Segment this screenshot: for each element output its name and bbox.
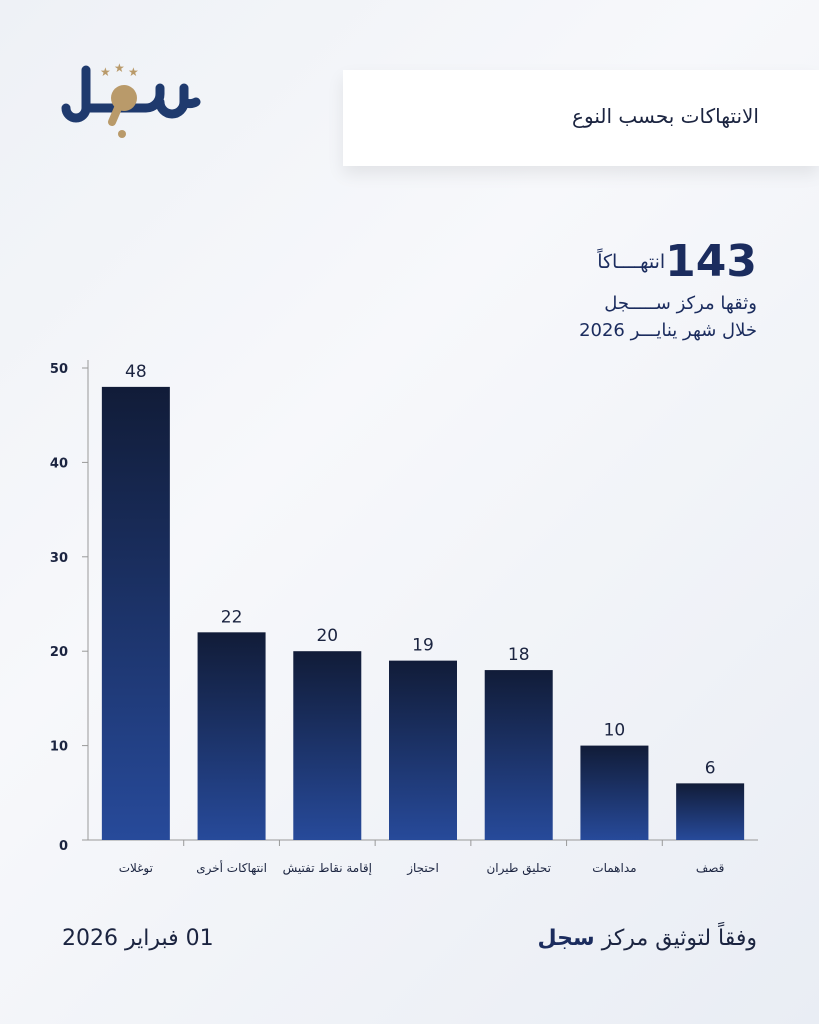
data-label: 6: [705, 758, 716, 778]
svg-text:★: ★: [114, 62, 125, 75]
bar: [484, 670, 553, 840]
data-label: 22: [221, 607, 243, 627]
svg-text:★: ★: [100, 65, 111, 79]
bar: [676, 783, 745, 840]
data-label: 19: [412, 636, 434, 656]
data-label: 10: [604, 721, 626, 741]
y-tick-label: 50: [50, 362, 68, 377]
y-tick-label: 10: [50, 740, 68, 755]
report-date: 01 فبراير 2026: [62, 926, 214, 951]
source-prefix: وفقاً لتوثيق مركز: [601, 926, 757, 951]
bar: [101, 386, 170, 840]
x-tick-label: قصف: [696, 861, 725, 875]
source-name: سجل: [537, 926, 595, 951]
bar: [389, 660, 457, 840]
data-label: 18: [508, 645, 530, 665]
x-tick-label: احتجاز: [406, 861, 439, 876]
x-tick-label: توغلات: [119, 861, 153, 876]
x-tick-label: إقامة نقاط تفتيش: [283, 861, 372, 876]
x-tick-label: تحليق طيران: [486, 861, 550, 876]
x-tick-label: مداهمات: [592, 861, 636, 875]
y-tick-label: 0: [59, 839, 68, 854]
chart-title: الانتهاكات بحسب النوع: [572, 104, 759, 128]
summary-line1: وثقها مركز ســـــجل: [604, 293, 757, 314]
bar: [197, 632, 266, 840]
total-count: 143: [665, 236, 757, 287]
y-tick-label: 20: [50, 645, 68, 660]
summary-line2: خلال شهر ينايـــر 2026: [579, 320, 757, 341]
y-tick-label: 40: [50, 456, 68, 471]
data-label: 48: [125, 362, 147, 382]
source-note: وفقاً لتوثيق مركز سجل: [538, 926, 757, 951]
data-label: 20: [316, 626, 338, 646]
total-unit: انتهــــاكاً: [597, 250, 666, 273]
bar: [580, 745, 649, 840]
x-tick-label: انتهاكات أخرى: [196, 860, 267, 876]
y-tick-label: 30: [50, 551, 68, 566]
brand-logo: ★ ★ ★: [61, 62, 201, 138]
bar: [293, 651, 362, 840]
title-card: الانتهاكات بحسب النوع: [343, 70, 819, 166]
svg-text:★: ★: [128, 65, 139, 79]
summary: 143انتهــــاكاً وثقها مركز ســـــجل خلال…: [579, 236, 757, 341]
